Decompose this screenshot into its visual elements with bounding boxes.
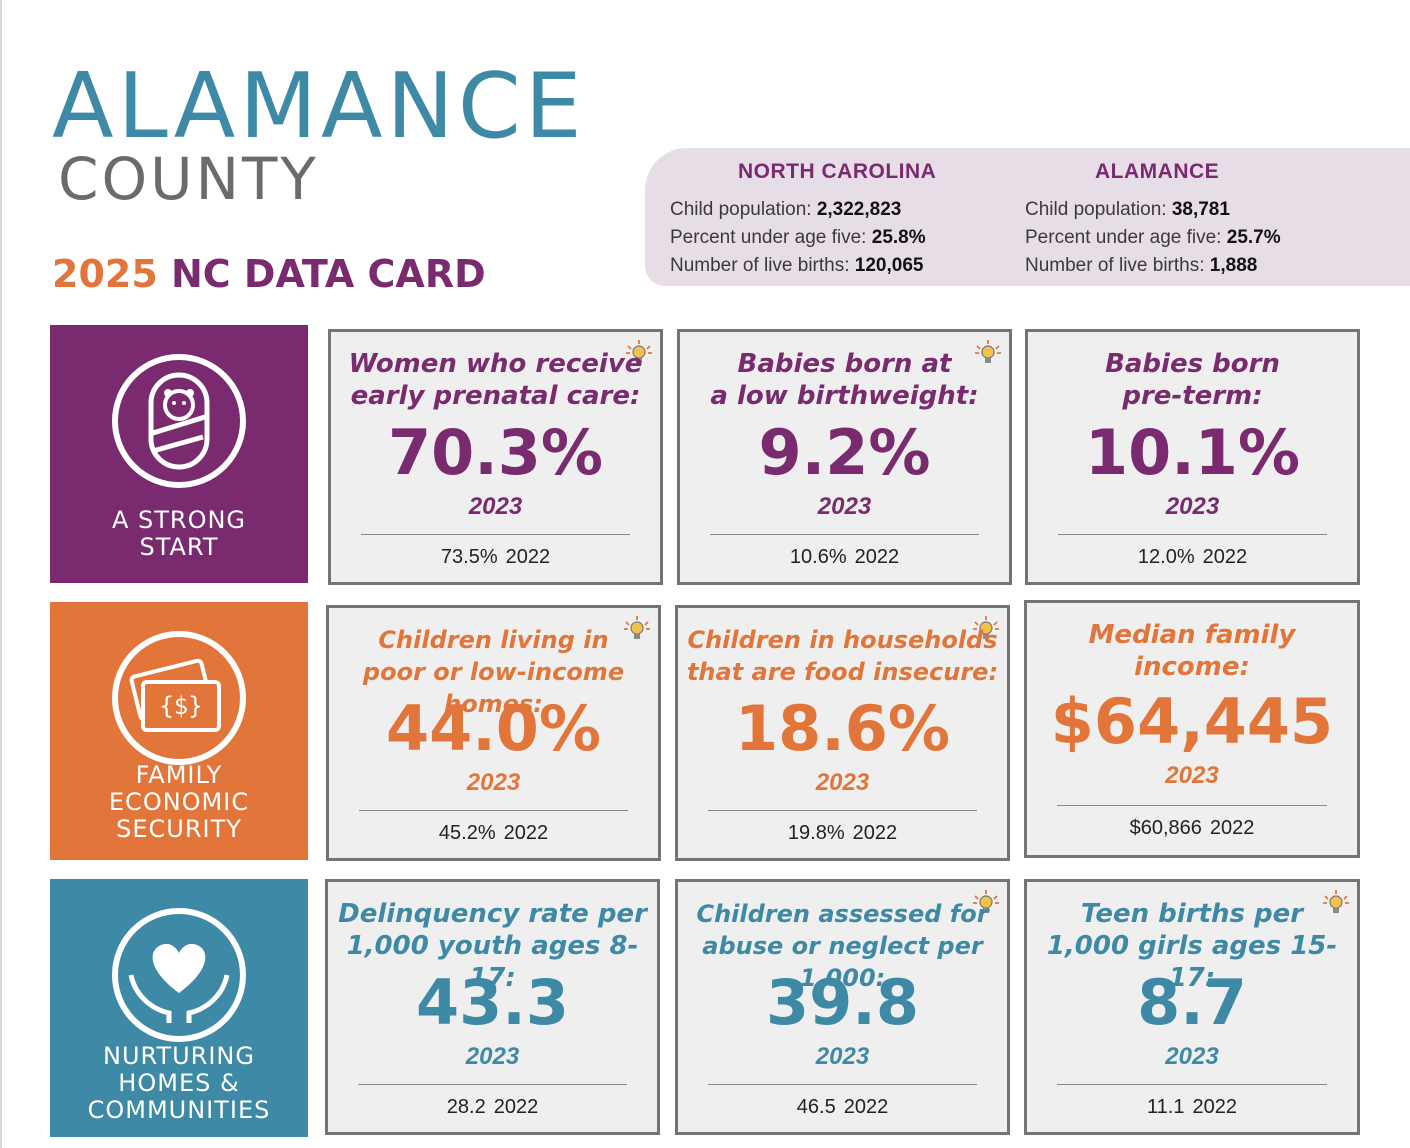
stat-label: Teen births per 1,000 girls ages 15-17: — [1046, 899, 1338, 993]
stat-label: Delinquency rate per 1,000 youth ages 8-1… — [338, 899, 647, 993]
county-title: ALAMANCE — [52, 54, 586, 159]
stat-label: Children living in poor or low-income hom… — [362, 626, 625, 718]
divider — [1057, 1084, 1327, 1085]
stat-card-low-income: Children living in poor or low-income hom… — [326, 605, 661, 861]
county-under-five: Percent under age five: 25.7% — [1025, 227, 1281, 248]
stat-label: Children assessed for abuse or neglect pe… — [696, 900, 989, 992]
stat-year: 2023 — [468, 493, 523, 520]
money-bills-icon: {$} — [112, 631, 246, 765]
county-stats: ALAMANCE Child population: 38,781 Percen… — [1025, 160, 1281, 280]
stat-previous: 28.2 2022 — [446, 1096, 539, 1118]
domain-name-strong-start: A STRONG START — [111, 506, 247, 561]
domain-tile-strong-start: A STRONG START — [50, 325, 308, 583]
heart-hands-icon — [112, 908, 246, 1042]
card-label: NC DATA CARD — [171, 252, 486, 296]
nc-child-population: Child population: 2,322,823 — [670, 199, 902, 220]
stat-year: 2023 — [1165, 1043, 1219, 1070]
stat-value: 44.0% — [385, 692, 602, 765]
page-edge — [0, 0, 2, 1148]
stat-value: 10.1% — [1084, 416, 1301, 489]
stat-previous: 45.2% 2022 — [438, 822, 549, 844]
card-title: 2025 NC DATA CARD — [52, 255, 486, 293]
stat-value: 8.7 — [1137, 966, 1247, 1039]
stat-year: 2023 — [1165, 762, 1219, 789]
swaddled-baby-icon — [112, 354, 246, 488]
county-child-population: Child population: 38,781 — [1025, 199, 1230, 220]
stat-previous: 12.0% 2022 — [1137, 546, 1248, 568]
divider — [710, 534, 979, 535]
stat-previous: 10.6% 2022 — [789, 546, 900, 568]
domain-name-nurturing-homes: NURTURING HOMES & COMMUNITIES — [87, 1042, 271, 1124]
divider — [708, 810, 977, 811]
stat-year: 2023 — [817, 493, 872, 520]
stat-value: 9.2% — [758, 416, 931, 489]
stat-year: 2023 — [465, 1043, 520, 1070]
stat-card-delinquency: Delinquency rate per 1,000 youth ages 8-1… — [325, 879, 660, 1135]
population-stats-panel: NORTH CAROLINA Child population: 2,322,8… — [645, 148, 1410, 286]
card-year: 2025 — [52, 252, 158, 296]
divider — [359, 810, 628, 811]
lightbulb-icon — [973, 616, 999, 639]
stat-value: 70.3% — [387, 416, 604, 489]
stat-value: 43.3 — [416, 966, 569, 1039]
stat-card-teen-births: Teen births per 1,000 girls ages 15-17: 8… — [1024, 879, 1360, 1135]
svg-text:{$}: {$} — [159, 692, 202, 720]
stat-previous: 46.5 2022 — [796, 1096, 889, 1118]
stat-label: Babies born at a low birthweight: — [710, 349, 979, 411]
stat-card-low-birthweight: Babies born at a low birthweight: 9.2% 20… — [677, 329, 1012, 585]
nc-live-births: Number of live births: 120,065 — [670, 255, 924, 276]
stat-value: 18.6% — [734, 692, 951, 765]
stat-year: 2023 — [815, 1043, 870, 1070]
lightbulb-icon — [973, 890, 999, 913]
domain-name-economic-security: FAMILY ECONOMIC SECURITY — [108, 761, 250, 843]
lightbulb-icon — [1323, 890, 1349, 913]
stat-previous: 11.1 2022 — [1147, 1096, 1237, 1118]
divider — [1058, 534, 1327, 535]
domain-tile-economic-security: {$} FAMILY ECONOMIC SECURITY — [50, 602, 308, 860]
stat-year: 2023 — [1165, 493, 1220, 520]
stat-year: 2023 — [466, 769, 521, 796]
stat-card-median-income: Median family income: $64,445 2023 $60,86… — [1024, 600, 1360, 858]
stat-label: Women who receive early prenatal care: — [348, 349, 643, 411]
county-heading: ALAMANCE — [1095, 160, 1220, 183]
county-subtitle: COUNTY — [58, 145, 319, 213]
domain-tile-nurturing-homes: NURTURING HOMES & COMMUNITIES — [50, 879, 308, 1137]
stat-label: Children in households that are food inse… — [686, 626, 999, 686]
lightbulb-icon — [624, 616, 650, 639]
divider — [1057, 805, 1327, 806]
stat-label: Median family income: — [1088, 620, 1296, 682]
stat-card-prenatal-care: Women who receive early prenatal care: 70… — [328, 329, 663, 585]
stat-label: Babies born pre-term: — [1105, 349, 1280, 411]
lightbulb-icon — [975, 340, 1001, 363]
divider — [358, 1084, 627, 1085]
stat-value: 39.8 — [766, 966, 919, 1039]
lightbulb-icon — [626, 340, 652, 363]
stat-value: $64,445 — [1050, 685, 1334, 758]
nc-stats: NORTH CAROLINA Child population: 2,322,8… — [670, 160, 936, 280]
stat-card-pre-term: Babies born pre-term: 10.1% 2023 12.0% 202… — [1025, 329, 1360, 585]
stat-year: 2023 — [815, 769, 870, 796]
stat-previous: 73.5% 2022 — [440, 546, 551, 568]
county-live-births: Number of live births: 1,888 — [1025, 255, 1258, 276]
nc-heading: NORTH CAROLINA — [738, 160, 937, 183]
stat-card-abuse-neglect: Children assessed for abuse or neglect pe… — [675, 879, 1010, 1135]
stat-previous: $60,866 2022 — [1129, 817, 1255, 839]
stat-card-food-insecure: Children in households that are food inse… — [675, 605, 1010, 861]
nc-under-five: Percent under age five: 25.8% — [670, 227, 926, 248]
divider — [361, 534, 630, 535]
stat-previous: 19.8% 2022 — [787, 822, 898, 844]
divider — [708, 1084, 977, 1085]
